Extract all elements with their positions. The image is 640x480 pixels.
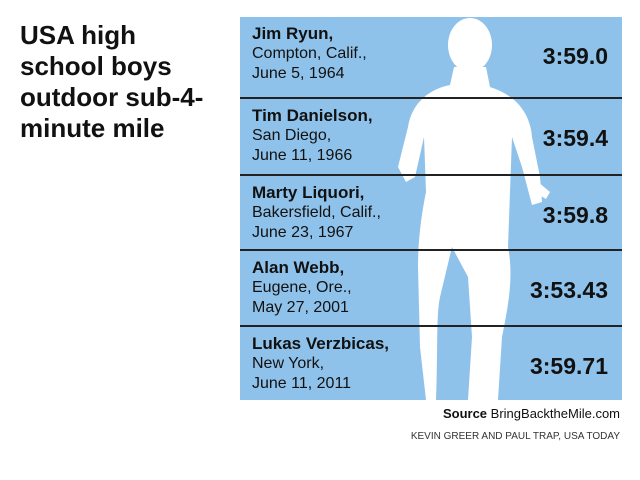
title: USA high school boys outdoor sub-4-minut… — [20, 20, 204, 143]
runner-date: June 11, 1966 — [252, 147, 353, 164]
runner-date: May 27, 2001 — [252, 299, 349, 316]
runner-name: Jim Ryun, — [252, 24, 334, 43]
source-label: Source — [442, 406, 488, 421]
runner-place: Compton, Calif., — [252, 45, 367, 62]
table-row: Jim Ryun, Compton, Calif., June 5, 1964 3:5… — [240, 17, 622, 97]
source-text: BringBacktheMile.com — [490, 406, 620, 421]
table-row: Lukas Verzbicas, New York, June 11, 2011 3:… — [240, 325, 622, 400]
runner-date: June 23, 1967 — [252, 224, 354, 241]
runner-place: New York, — [252, 355, 325, 372]
runner-name: Marty Liquori, — [252, 183, 365, 202]
table-panel: Jim Ryun, Compton, Calif., June 5, 1964 3:5… — [240, 17, 622, 400]
mile-time: 3:59.4 — [542, 125, 608, 151]
runner-date: June 5, 1964 — [252, 65, 345, 82]
runner-date: June 11, 2011 — [252, 375, 352, 392]
runner-info: Jim Ryun, Compton, Calif., June 5, 1964 — [252, 24, 367, 84]
runner-place: Bakersfield, Calif., — [252, 204, 381, 221]
mile-time: 3:59.0 — [542, 43, 608, 69]
runner-place: San Diego, — [252, 127, 332, 144]
runner-name: Lukas Verzbicas, — [252, 334, 390, 353]
mile-time: 3:59.8 — [542, 202, 608, 228]
runner-place: Eugene, Ore., — [252, 279, 352, 296]
runner-info: Alan Webb, Eugene, Ore., May 27, 2001 — [252, 258, 352, 318]
runner-name: Alan Webb, — [252, 258, 345, 277]
table-row: Marty Liquori, Bakersfield, Calif., June 2… — [240, 174, 622, 249]
source: Source BringBacktheMile.com — [443, 406, 620, 421]
credit: KEVIN GREER AND PAUL TRAP, USA TODAY — [410, 431, 620, 442]
runner-name: Tim Danielson, — [252, 106, 373, 125]
table-row: Alan Webb, Eugene, Ore., May 27, 2001 3:53.… — [240, 249, 622, 325]
runner-silhouette — [398, 18, 550, 400]
mile-time: 3:53.43 — [529, 277, 608, 303]
runner-info: Tim Danielson, San Diego, June 11, 1966 — [252, 106, 373, 166]
table-row: Tim Danielson, San Diego, June 11, 1966 3:5… — [240, 97, 622, 174]
runner-info: Marty Liquori, Bakersfield, Calif., June 2… — [252, 183, 381, 243]
mile-time: 3:59.71 — [529, 353, 608, 379]
runner-info: Lukas Verzbicas, New York, June 11, 2011 — [252, 334, 389, 394]
